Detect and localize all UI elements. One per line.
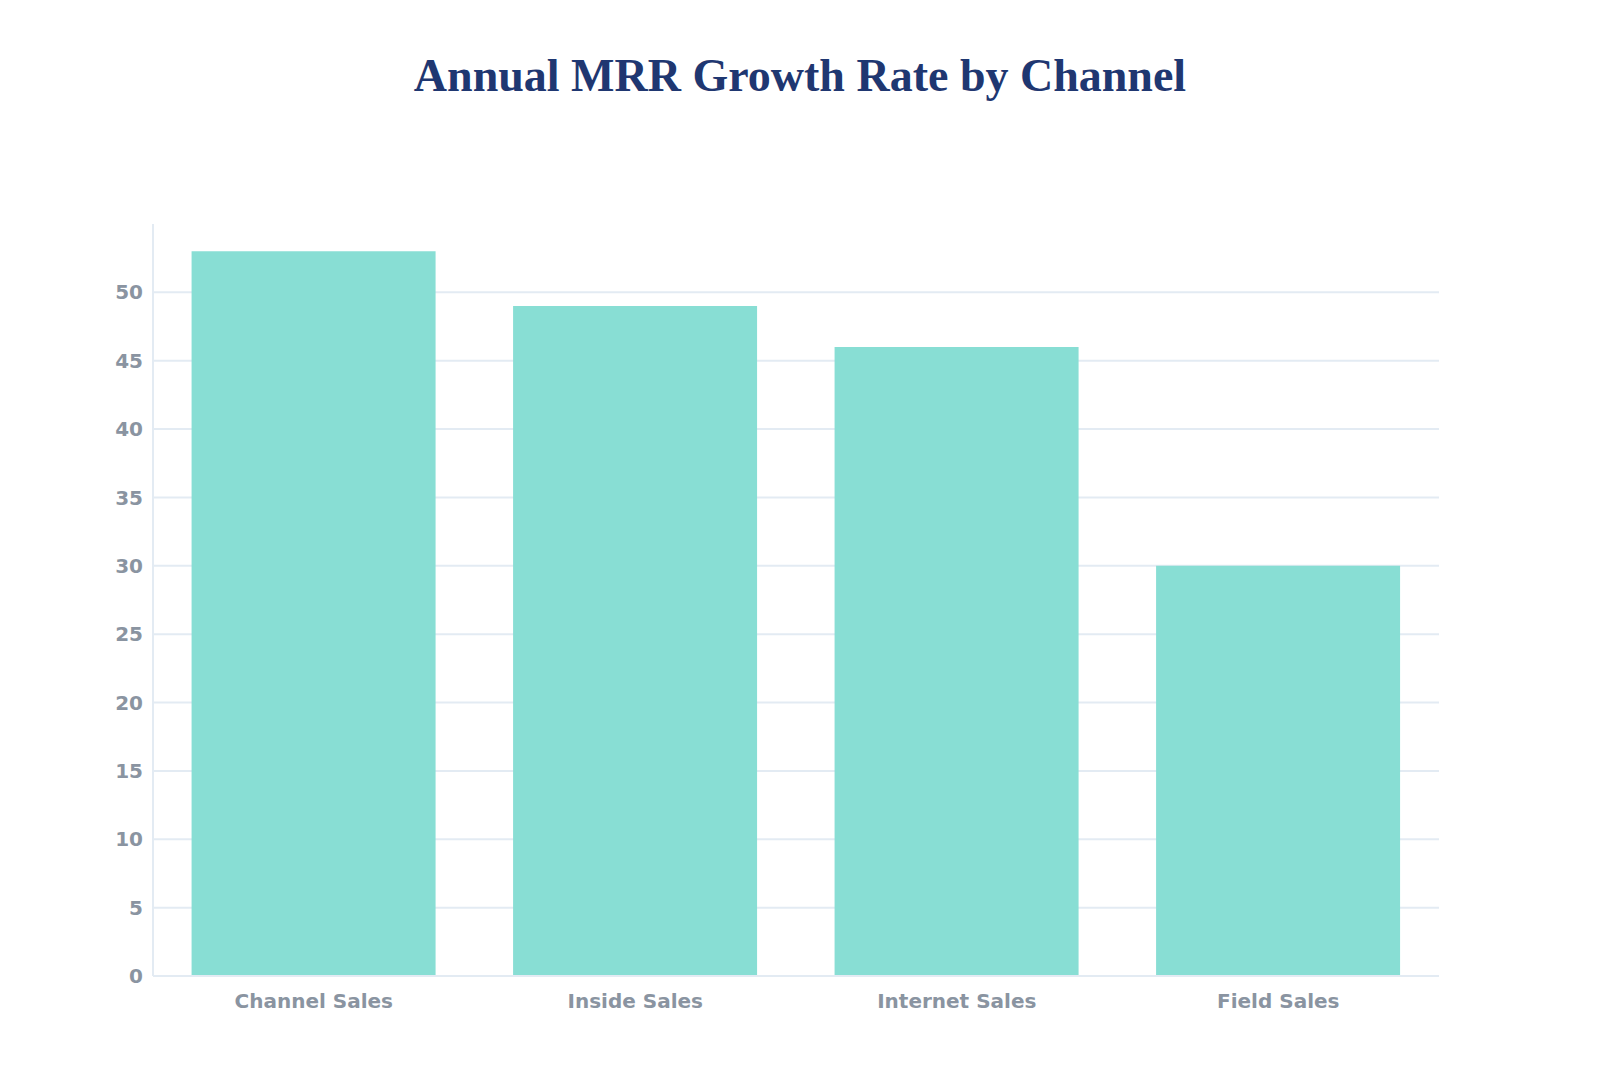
- svg-text:Inside Sales: Inside Sales: [567, 989, 703, 1013]
- svg-text:10: 10: [115, 827, 143, 851]
- svg-text:50: 50: [115, 280, 143, 304]
- svg-text:30: 30: [115, 554, 143, 578]
- svg-text:25: 25: [115, 622, 143, 646]
- svg-text:Channel Sales: Channel Sales: [235, 989, 394, 1013]
- svg-text:20: 20: [115, 691, 143, 715]
- svg-text:0: 0: [129, 964, 143, 988]
- svg-text:35: 35: [115, 486, 143, 510]
- svg-text:40: 40: [115, 417, 143, 441]
- svg-text:45: 45: [115, 349, 143, 373]
- html-text:Annual MRR Growth Rate by Chan: Annual MRR Growth Rate by Channel: [413, 50, 1187, 101]
- svg-text:Internet Sales: Internet Sales: [877, 989, 1036, 1013]
- svg-text:15: 15: [115, 759, 143, 783]
- svg-text:Field Sales: Field Sales: [1217, 989, 1339, 1013]
- svg-text:5: 5: [129, 896, 143, 920]
